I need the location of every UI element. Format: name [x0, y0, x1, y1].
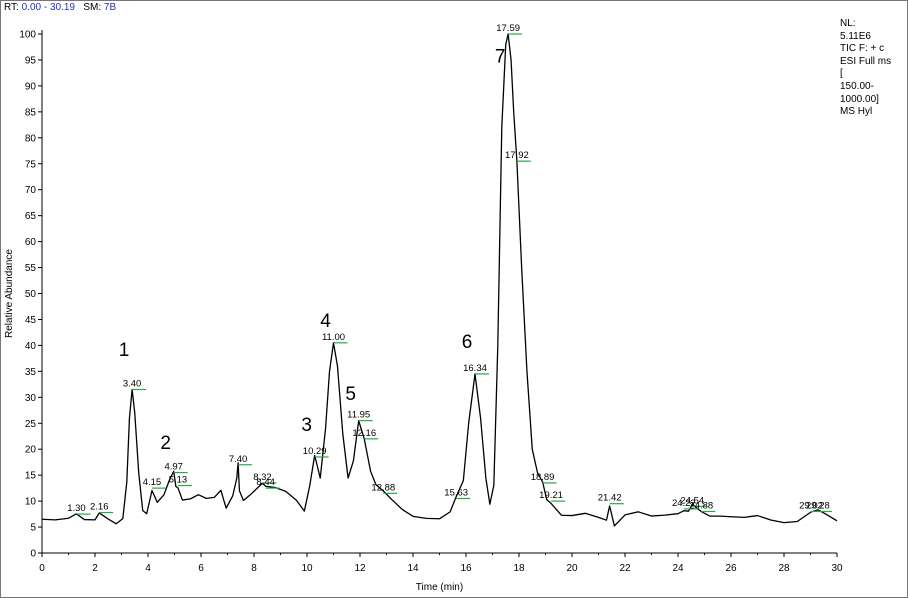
peak-label: 19.21 — [539, 490, 563, 501]
peak-label: 29.28 — [806, 500, 830, 511]
nl-info-line: [ — [840, 68, 843, 80]
y-tick-label: 100 — [19, 30, 36, 41]
peak-label: 5.13 — [169, 475, 188, 486]
y-tick-label: 45 — [25, 315, 37, 326]
y-tick-label: 5 — [30, 523, 36, 534]
nl-info-line: MS Hyl — [840, 106, 873, 118]
nl-info-line: NL: — [840, 18, 856, 29]
y-tick-label: 0 — [30, 549, 36, 560]
y-tick-label: 85 — [25, 107, 37, 118]
peak-label: 15.63 — [444, 488, 468, 499]
peak-label: 16.34 — [463, 363, 487, 374]
peak-label: 11.00 — [322, 332, 345, 343]
peak-label: 8.32 — [253, 472, 272, 483]
y-tick-label: 15 — [25, 471, 37, 482]
x-tick-label: 20 — [566, 563, 578, 574]
peak-label: 12.16 — [352, 428, 376, 439]
y-tick-label: 35 — [25, 367, 37, 378]
x-tick-label: 4 — [145, 563, 151, 574]
sm-value: 7B — [103, 2, 117, 13]
x-tick-label: 2 — [92, 563, 98, 574]
x-tick-label: 14 — [407, 563, 419, 574]
peak-label: 17.92 — [505, 150, 529, 161]
sm-label: SM: — [83, 2, 102, 13]
peak-label: 17.59 — [496, 23, 520, 34]
y-tick-label: 90 — [25, 81, 37, 92]
y-tick-label: 80 — [25, 133, 37, 144]
x-tick-label: 22 — [619, 563, 631, 574]
peak-label: 21.42 — [598, 493, 622, 504]
peak-label: 1.30 — [67, 503, 86, 514]
x-tick-label: 16 — [460, 563, 472, 574]
peak-label: 2.16 — [90, 502, 109, 513]
peak-labels: 1.30 2.16 3.40 1 4.154.97 2 5.13 7.40 8.328.44 10… — [67, 23, 832, 515]
x-tick-label: 12 — [354, 563, 366, 574]
peak-label: 8.44 — [256, 477, 275, 488]
peak-label: 4.97 — [164, 462, 183, 473]
y-tick-label: 95 — [25, 55, 37, 66]
peak-number: 2 — [160, 433, 171, 454]
y-tick-label: 20 — [25, 445, 37, 456]
rt-label: RT: — [4, 2, 19, 13]
nl-info-line: TIC F: + c — [840, 43, 885, 55]
x-tick-label: 8 — [251, 563, 257, 574]
y-axis-title: Relative Abundance — [4, 249, 15, 338]
x-tick-label: 18 — [513, 563, 525, 574]
nl-info-box: NL: 5.11E6 TIC F: + c ESI Full ms [ 150.… — [840, 18, 891, 119]
y-tick-label: 55 — [25, 263, 37, 274]
nl-info-line: 150.00- — [840, 80, 874, 92]
peak-label: 24.54 — [680, 495, 704, 506]
y-tick-label: 40 — [25, 341, 37, 352]
axes: 0510152025303540455055606570758085909510… — [19, 30, 843, 575]
nl-info-line: 1000.00] — [840, 93, 879, 105]
peak-label: 12.88 — [371, 482, 395, 493]
y-tick-label: 75 — [25, 159, 37, 170]
peak-label: 10.29 — [303, 446, 327, 457]
rt-value: 0.00 - 30.19 — [21, 2, 75, 13]
peak-label: 18.89 — [531, 472, 555, 483]
x-axis-title: Time (min) — [416, 582, 463, 593]
x-tick-label: 24 — [672, 563, 684, 574]
nl-info-line: 5.11E6 — [840, 30, 871, 42]
peak-label: 24.88 — [689, 500, 713, 511]
peak-number: 1 — [119, 340, 130, 361]
y-tick-label: 60 — [25, 237, 37, 248]
nl-info-line: ESI Full ms — [840, 55, 892, 67]
peak-label: 11.95 — [347, 410, 370, 421]
x-tick-label: 6 — [198, 563, 204, 574]
y-tick-label: 65 — [25, 211, 37, 222]
peak-label: 24.22 — [672, 498, 696, 509]
y-tick-label: 10 — [25, 497, 37, 508]
chromatogram-trace — [41, 33, 838, 527]
x-tick-label: 30 — [831, 563, 843, 574]
peak-label: 7.40 — [229, 454, 248, 465]
peak-number: 7 — [495, 47, 506, 68]
x-tick-label: 28 — [778, 563, 790, 574]
y-tick-label: 25 — [25, 419, 37, 430]
y-tick-label: 30 — [25, 393, 37, 404]
peak-number: 3 — [301, 415, 312, 436]
peak-label: 3.40 — [123, 379, 142, 390]
x-tick-label: 26 — [725, 563, 737, 574]
x-tick-label: 0 — [39, 563, 45, 574]
peak-label: 29.02 — [799, 500, 823, 511]
range-header: RT: 0.00 - 30.19 SM: 7B — [4, 2, 116, 13]
x-tick-label: 10 — [301, 563, 313, 574]
y-tick-label: 50 — [25, 289, 37, 300]
peak-number: 4 — [320, 311, 331, 332]
y-tick-label: 70 — [25, 185, 37, 196]
peak-label: 4.15 — [143, 477, 162, 488]
trace-layer — [41, 33, 838, 527]
peak-number: 5 — [345, 384, 356, 405]
peak-number: 6 — [462, 332, 473, 353]
